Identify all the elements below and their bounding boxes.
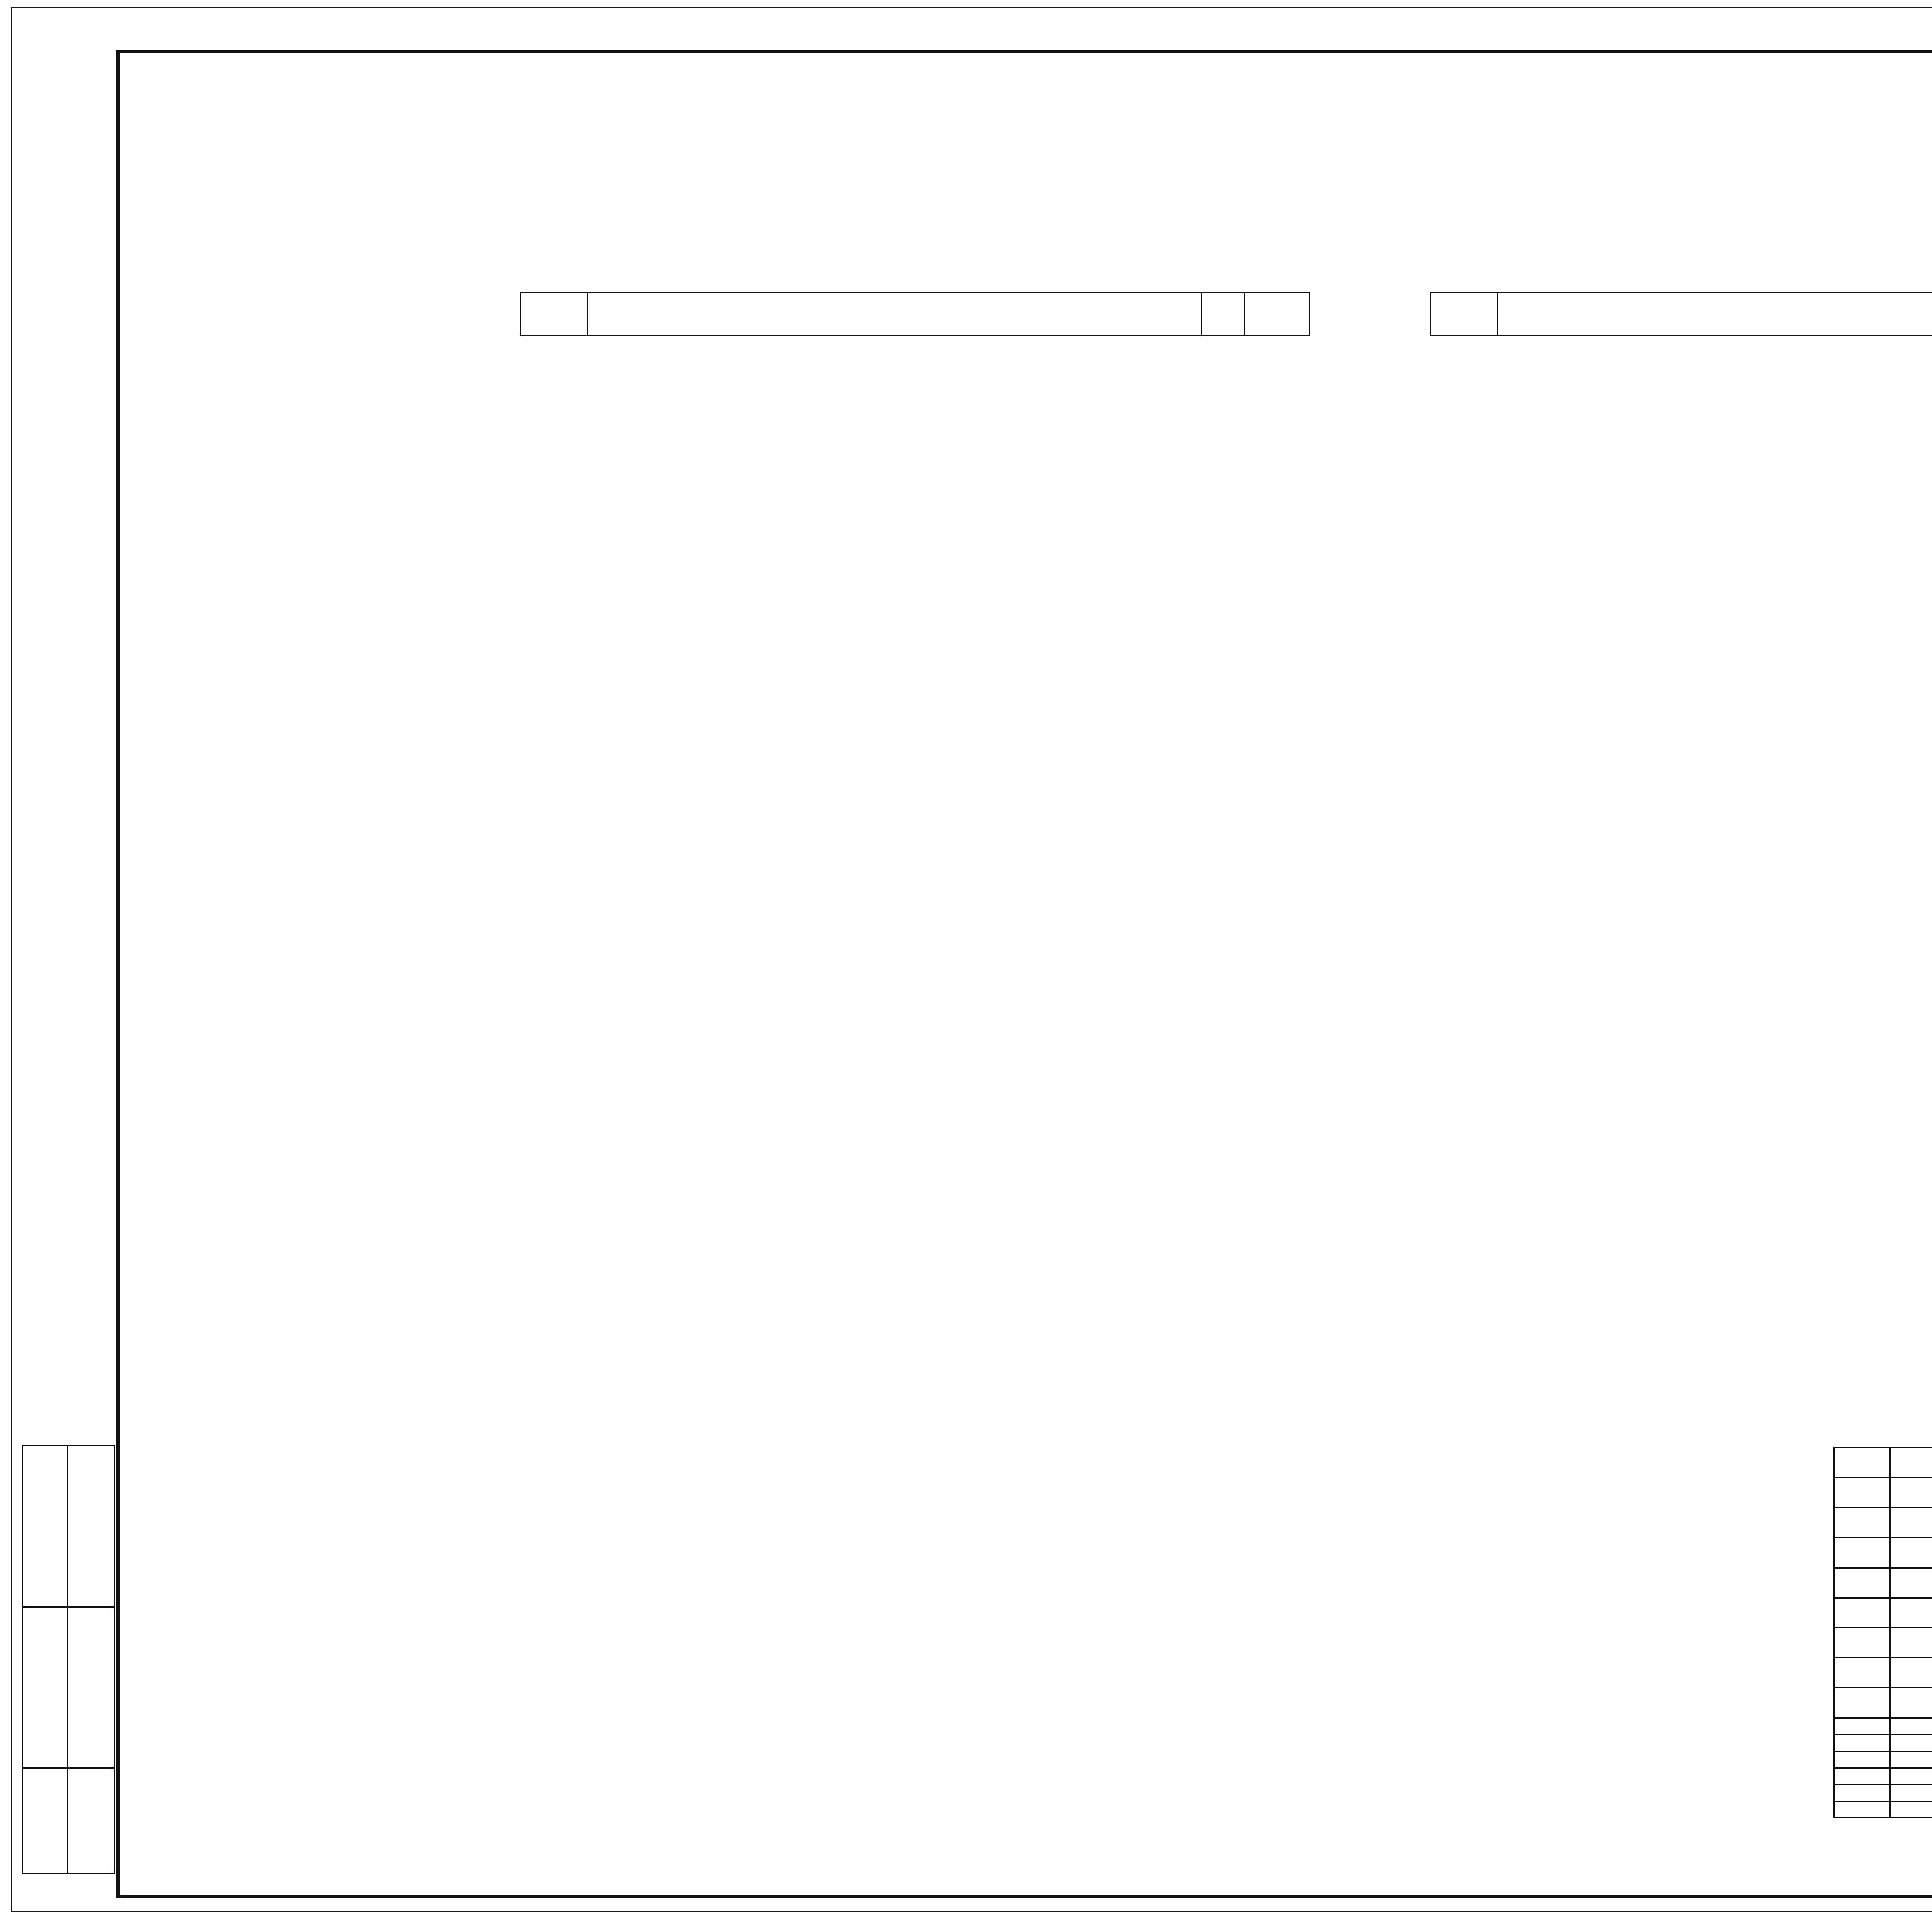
revision-grid-col1 (1889, 1447, 1891, 1818)
signature-row-divider-2 (1833, 1751, 1932, 1752)
header-sheet (520, 292, 588, 336)
revision-row-8 (1833, 1687, 1932, 1688)
contents-table-right (1430, 292, 1932, 336)
header-page (1201, 292, 1245, 336)
revision-row-6 (1833, 1627, 1932, 1628)
revision-row-4 (1833, 1567, 1932, 1569)
signature-row-divider-4 (1833, 1784, 1932, 1785)
table-header-row (520, 292, 1310, 336)
sheet-border-outer (11, 7, 1932, 1912)
header-name (1497, 292, 1932, 336)
signature-row-divider-0 (1833, 1717, 1932, 1719)
stamp-value-inv[interactable] (67, 1768, 115, 1874)
revision-row-1 (1833, 1477, 1932, 1478)
stamp-value-podpis[interactable] (67, 1606, 115, 1769)
contents-table-left (520, 292, 1310, 336)
revision-row-5 (1833, 1598, 1932, 1599)
revision-row-3 (1833, 1537, 1932, 1538)
stamp-cell-podpis (22, 1606, 68, 1769)
title-block (1833, 1447, 1932, 1837)
revision-row-7 (1833, 1657, 1932, 1658)
header-note (1244, 292, 1310, 336)
stamp-cell-vzam (22, 1445, 68, 1607)
revision-grid (1833, 1447, 1932, 1818)
signature-row-divider-5 (1833, 1801, 1932, 1802)
left-stamp-strip (22, 1445, 115, 1874)
sheet-border-inner (116, 50, 1932, 1898)
signature-row-divider-3 (1833, 1767, 1932, 1769)
header-sheet (1430, 292, 1498, 336)
revision-row-2 (1833, 1507, 1932, 1508)
header-name (587, 292, 1202, 336)
stamp-cell-inv (22, 1768, 68, 1874)
signature-row-divider-1 (1833, 1734, 1932, 1735)
table-header-row (1430, 292, 1932, 336)
stamp-value-vzam[interactable] (67, 1445, 115, 1607)
